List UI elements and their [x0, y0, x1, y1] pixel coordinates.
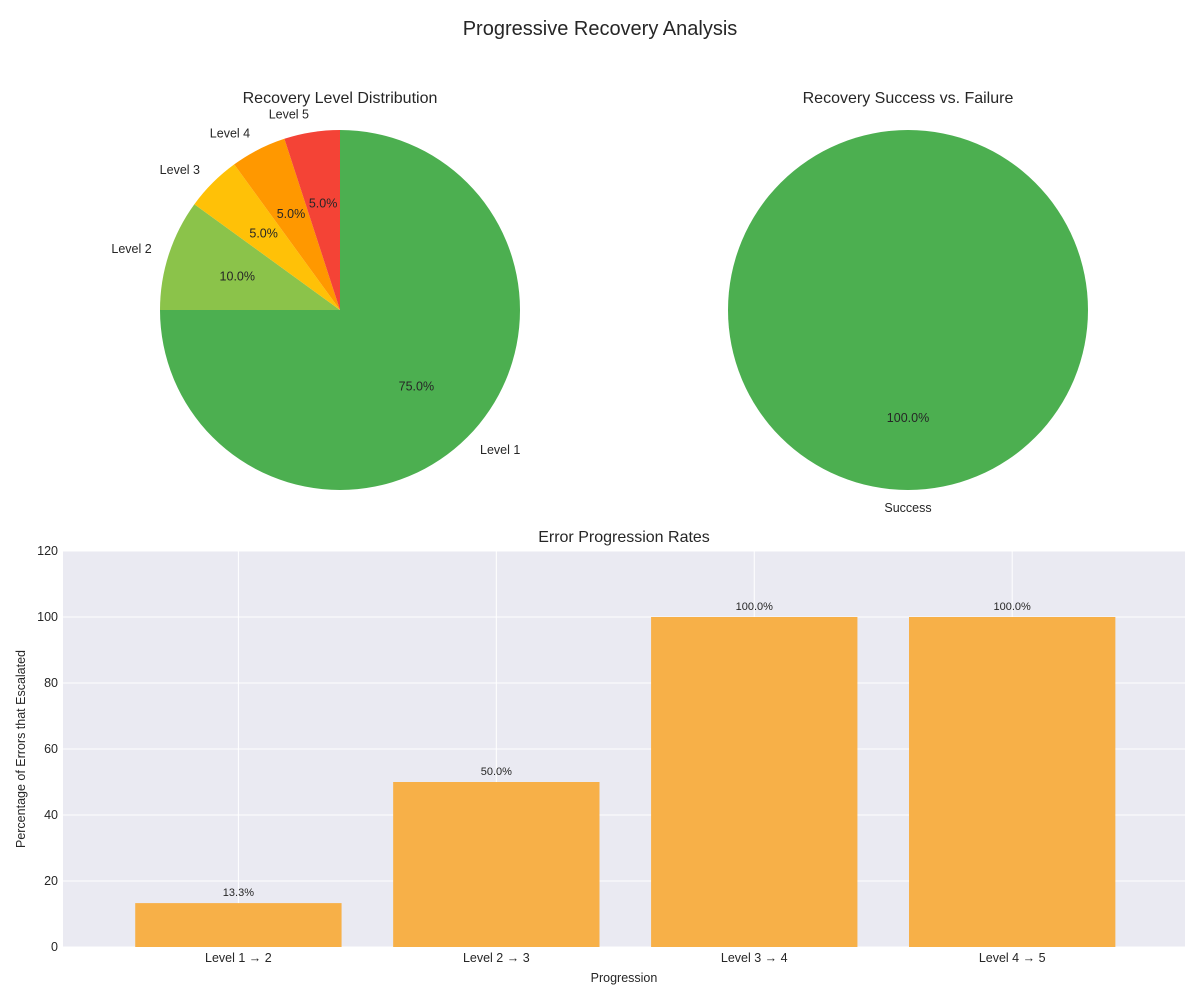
bar-x-tick-label-3: Level 3 → 4 — [721, 951, 788, 965]
pie1-pct-label-level-1: 75.0% — [399, 379, 434, 393]
figure-title: Progressive Recovery Analysis — [463, 18, 738, 40]
bar-x-tick-label-1: Level 1 → 2 — [205, 951, 272, 965]
bar-x-axis-label: Progression — [591, 971, 658, 985]
bar-4 — [909, 617, 1116, 947]
pie1-pct-label-level-4: 5.0% — [277, 207, 306, 221]
bar-3-value-label: 100.0% — [736, 601, 774, 613]
pie1-label-level-1: Level 1 — [480, 443, 520, 457]
pie1-wedge-level-5 — [284, 130, 340, 310]
pie2-pct-label-success: 100.0% — [887, 411, 929, 425]
bar-y-tick-label: 100 — [37, 610, 58, 624]
pie1-wedge-level-3 — [194, 164, 340, 310]
pie1-wedge-level-2 — [160, 204, 340, 310]
bar-marks: 13.3% 50.0% 100.0% 100.0% — [135, 601, 1116, 947]
bar-1 — [135, 903, 342, 947]
pie2-wedge-success — [728, 130, 1088, 490]
pie2-label-success: Success — [884, 501, 931, 515]
bar-y-tick-label: 120 — [37, 544, 58, 558]
bar-x-tick-label-4: Level 4 → 5 — [979, 951, 1046, 965]
pie1-label-level-2: Level 2 — [111, 242, 151, 256]
bar-1-value-label: 13.3% — [223, 887, 254, 899]
bar-chart-title: Error Progression Rates — [538, 529, 710, 546]
pie1-wedge-level-4 — [234, 138, 340, 310]
pie1-label-level-5: Level 5 — [269, 107, 309, 121]
pie1-label-level-3: Level 3 — [160, 163, 200, 177]
pie1-label-level-4: Level 4 — [210, 127, 250, 141]
bar-3 — [651, 617, 858, 947]
bar-y-tick-label: 60 — [44, 742, 58, 756]
bar-4-value-label: 100.0% — [994, 601, 1032, 613]
pie1-pct-label-level-5: 5.0% — [309, 196, 338, 210]
bar-y-tick-label: 80 — [44, 676, 58, 690]
bar-y-axis-label: Percentage of Errors that Escalated — [14, 650, 28, 848]
pie1-title: Recovery Level Distribution — [243, 90, 438, 107]
bar-y-tick-label: 0 — [51, 940, 58, 954]
pie-recovery-success-vs-failure: Recovery Success vs. Failure 100.0% Succe… — [728, 90, 1088, 515]
bar-chart-error-progression: 13.3% 50.0% 100.0% 100.0% Error Progression… — [14, 529, 1185, 985]
pie1-pct-label-level-3: 5.0% — [249, 227, 278, 241]
bar-y-tick-label: 20 — [44, 874, 58, 888]
pie2-title: Recovery Success vs. Failure — [803, 90, 1014, 107]
pie-recovery-level-distribution: Recovery Level Distribution 75.0% Level 1… — [111, 90, 520, 490]
bar-2-value-label: 50.0% — [481, 766, 512, 778]
bar-2 — [393, 782, 600, 947]
bar-x-tick-label-2: Level 2 → 3 — [463, 951, 530, 965]
bar-y-tick-label: 40 — [44, 808, 58, 822]
pie1-pct-label-level-2: 10.0% — [220, 270, 255, 284]
